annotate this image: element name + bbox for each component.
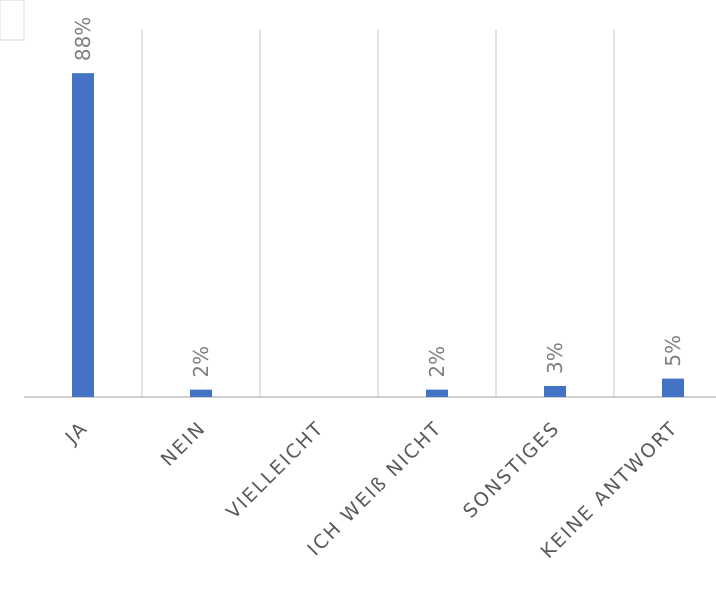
- x-tick-label-4: SONSTIGES: [459, 417, 565, 523]
- data-label-5: 5%: [661, 335, 685, 367]
- data-label-0: 88%: [71, 17, 95, 61]
- bars: [72, 73, 684, 397]
- bar-3: [426, 389, 448, 397]
- bar-1: [190, 389, 212, 397]
- bar-0: [72, 73, 94, 397]
- bar-5: [662, 378, 684, 397]
- x-tick-label-3: ICH WEIß NICHT: [303, 417, 446, 560]
- x-tick-label-0: JA: [61, 417, 93, 449]
- data-labels: 88% 2% 2% 3% 5%: [71, 17, 685, 378]
- data-label-3: 2%: [425, 346, 449, 378]
- bar-4: [544, 385, 566, 397]
- x-tick-label-2: VIELLEICHT: [222, 417, 328, 523]
- data-label-1: 2%: [189, 346, 213, 378]
- top-left-frame-corner: [0, 0, 25, 41]
- data-label-4: 3%: [543, 342, 567, 374]
- x-tick-label-5: KEINE ANTWORT: [537, 417, 683, 563]
- x-tick-label-1: NEIN: [157, 417, 211, 471]
- gridlines: [141, 30, 615, 397]
